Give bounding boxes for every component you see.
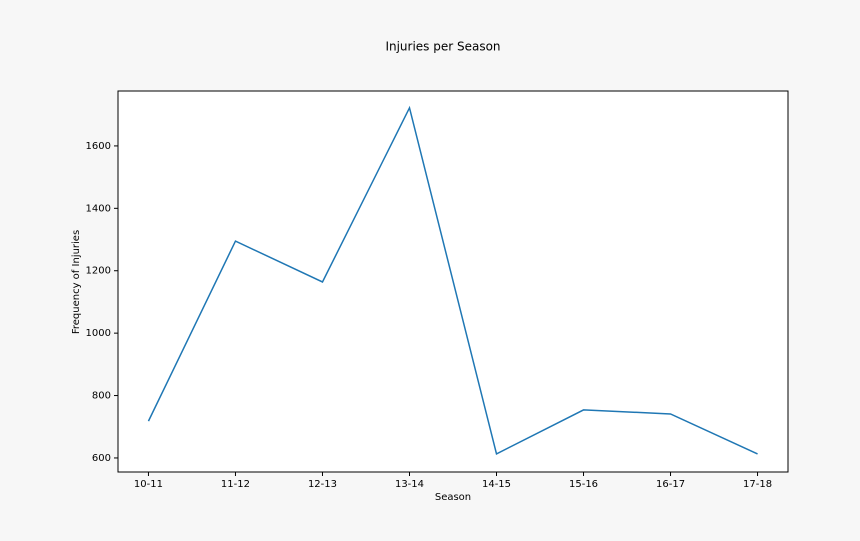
x-tick-label: 10-11: [134, 479, 163, 490]
x-tick-label: 13-14: [395, 479, 424, 490]
y-axis-label: Frequency of Injuries: [71, 230, 82, 334]
y-tick-label: 600: [92, 453, 111, 464]
y-tick-label: 1200: [86, 266, 111, 277]
x-tick-label: 17-18: [743, 479, 772, 490]
y-tick-label: 1600: [86, 141, 111, 152]
y-tick-label: 1400: [86, 203, 111, 214]
y-tick-label: 800: [92, 391, 111, 402]
x-tick-label: 14-15: [482, 479, 511, 490]
x-tick-label: 15-16: [569, 479, 598, 490]
x-tick-label: 12-13: [308, 479, 337, 490]
y-tick-label: 1000: [86, 328, 111, 339]
x-tick-label: 11-12: [221, 479, 250, 490]
line: [147, 105, 758, 455]
x-axis-label: Season: [435, 492, 471, 503]
x-tick-label: 16-17: [656, 479, 685, 490]
chart-title: Injuries per Season: [385, 40, 500, 54]
